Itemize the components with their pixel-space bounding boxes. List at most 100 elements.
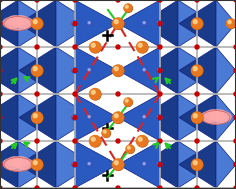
Ellipse shape	[202, 111, 230, 124]
Circle shape	[0, 139, 2, 143]
Circle shape	[32, 159, 43, 170]
Circle shape	[195, 116, 197, 118]
Circle shape	[35, 68, 40, 73]
Circle shape	[73, 22, 75, 24]
Circle shape	[31, 18, 42, 29]
Circle shape	[35, 139, 39, 143]
Polygon shape	[19, 141, 56, 188]
Circle shape	[31, 159, 42, 170]
Polygon shape	[75, 47, 118, 94]
Circle shape	[191, 65, 202, 76]
Circle shape	[234, 0, 236, 2]
Circle shape	[36, 22, 38, 24]
Ellipse shape	[13, 16, 29, 26]
Circle shape	[0, 68, 2, 73]
Circle shape	[73, 45, 77, 49]
Circle shape	[35, 186, 39, 189]
Circle shape	[91, 137, 95, 141]
Circle shape	[73, 163, 77, 167]
Polygon shape	[118, 0, 160, 47]
Polygon shape	[179, 94, 216, 141]
Polygon shape	[18, 141, 55, 188]
Circle shape	[35, 162, 40, 167]
Circle shape	[191, 112, 202, 123]
Circle shape	[158, 116, 160, 118]
Circle shape	[113, 18, 123, 29]
Circle shape	[194, 68, 199, 73]
Circle shape	[88, 163, 90, 165]
Circle shape	[195, 68, 199, 73]
Circle shape	[158, 163, 162, 167]
Polygon shape	[19, 94, 56, 141]
Circle shape	[114, 67, 118, 71]
Circle shape	[116, 45, 120, 49]
Circle shape	[142, 162, 148, 167]
Circle shape	[35, 115, 40, 120]
Circle shape	[73, 163, 75, 165]
Circle shape	[0, 115, 2, 120]
Ellipse shape	[211, 110, 227, 120]
Circle shape	[234, 92, 236, 96]
Circle shape	[36, 69, 38, 71]
Circle shape	[136, 42, 148, 53]
Circle shape	[0, 68, 2, 73]
Circle shape	[227, 19, 236, 28]
Polygon shape	[56, 94, 93, 141]
Circle shape	[72, 115, 77, 120]
Circle shape	[195, 22, 199, 26]
Circle shape	[35, 68, 39, 73]
Circle shape	[138, 43, 142, 47]
Polygon shape	[0, 47, 18, 94]
Circle shape	[196, 69, 198, 71]
Circle shape	[34, 162, 39, 167]
Circle shape	[195, 0, 199, 2]
Circle shape	[195, 186, 199, 189]
Circle shape	[73, 186, 77, 189]
Polygon shape	[75, 0, 118, 47]
Circle shape	[89, 88, 101, 99]
Circle shape	[158, 186, 162, 189]
Circle shape	[193, 161, 197, 165]
Circle shape	[195, 163, 199, 167]
Polygon shape	[19, 47, 56, 94]
Circle shape	[124, 4, 132, 12]
Ellipse shape	[4, 158, 32, 171]
Circle shape	[73, 92, 77, 96]
Circle shape	[90, 89, 101, 100]
Circle shape	[72, 21, 77, 26]
Circle shape	[194, 21, 199, 26]
Circle shape	[127, 146, 130, 149]
Circle shape	[35, 116, 37, 118]
Circle shape	[143, 22, 145, 24]
Circle shape	[195, 22, 197, 24]
Polygon shape	[19, 0, 56, 47]
Circle shape	[0, 21, 2, 26]
Polygon shape	[216, 0, 236, 47]
Circle shape	[33, 114, 37, 118]
Circle shape	[193, 114, 197, 118]
Circle shape	[73, 139, 77, 143]
Circle shape	[113, 65, 123, 76]
Circle shape	[88, 22, 90, 24]
Ellipse shape	[205, 110, 221, 120]
Circle shape	[142, 115, 148, 120]
Polygon shape	[56, 141, 93, 188]
Polygon shape	[18, 47, 55, 94]
Circle shape	[35, 163, 39, 167]
Ellipse shape	[3, 159, 21, 169]
Circle shape	[88, 69, 90, 71]
Circle shape	[192, 159, 203, 170]
Circle shape	[33, 67, 37, 71]
Polygon shape	[141, 47, 178, 94]
Ellipse shape	[7, 16, 23, 26]
Circle shape	[34, 68, 39, 73]
Polygon shape	[178, 47, 215, 94]
Circle shape	[138, 137, 142, 141]
Circle shape	[193, 67, 197, 71]
Circle shape	[126, 145, 134, 153]
Circle shape	[36, 163, 38, 165]
Polygon shape	[18, 0, 55, 47]
Circle shape	[196, 22, 198, 24]
Circle shape	[158, 139, 162, 143]
Circle shape	[35, 92, 39, 96]
